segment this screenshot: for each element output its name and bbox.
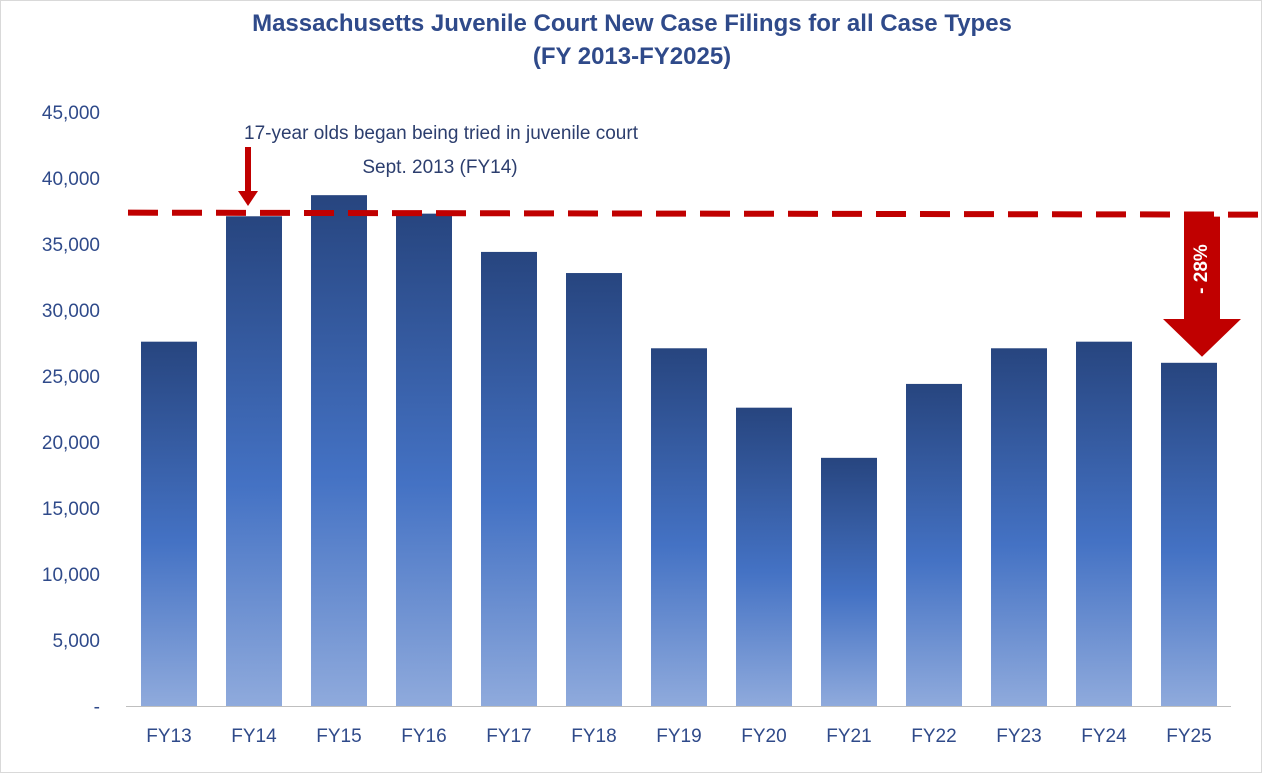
bar-fy18 xyxy=(566,273,622,706)
bar-fy20 xyxy=(736,407,792,706)
annotation-down-arrow xyxy=(238,147,258,206)
x-tick-label: FY15 xyxy=(316,726,361,747)
bar-fy16 xyxy=(396,213,452,706)
y-tick-label: 35,000 xyxy=(42,235,100,256)
y-tick-label: - xyxy=(94,697,100,718)
y-tick-label: 10,000 xyxy=(42,565,100,586)
x-axis: FY13 FY14 FY15 FY16 FY17 FY18 FY19 FY20 FY21 FY22… xyxy=(146,726,1211,747)
x-tick-label: FY16 xyxy=(401,726,446,747)
decline-percent-label: - 28% xyxy=(1191,244,1212,294)
y-tick-label: 30,000 xyxy=(42,301,100,322)
chart-subtitle: (FY 2013-FY2025) xyxy=(532,43,732,70)
y-tick-label: 15,000 xyxy=(42,499,100,520)
bar-fy14 xyxy=(226,216,282,706)
x-tick-label: FY18 xyxy=(571,726,616,747)
x-tick-label: FY14 xyxy=(231,726,277,747)
bar-fy24 xyxy=(1076,341,1132,706)
bar-fy25 xyxy=(1161,362,1217,706)
y-tick-label: 45,000 xyxy=(42,103,100,124)
y-tick-label: 5,000 xyxy=(52,631,100,652)
bars-group xyxy=(141,195,1217,707)
y-tick-label: 25,000 xyxy=(42,367,100,388)
x-tick-label: FY19 xyxy=(656,726,701,747)
bar-fy19 xyxy=(651,348,707,706)
annotation-line-1: 17-year olds began being tried in juveni… xyxy=(244,123,639,144)
y-axis: - 5,000 10,000 15,000 20,000 25,000 30,000 35,0… xyxy=(42,103,100,718)
x-tick-label: FY13 xyxy=(146,726,191,747)
x-tick-label: FY23 xyxy=(996,726,1041,747)
chart-title: Massachusetts Juvenile Court New Case Fi… xyxy=(1,7,1262,73)
x-tick-label: FY17 xyxy=(486,726,531,747)
bar-fy15 xyxy=(311,195,367,706)
x-tick-label: FY20 xyxy=(741,726,786,747)
chart-title-main: Massachusetts Juvenile Court New Case Fi… xyxy=(252,10,1012,37)
reference-dashed-line xyxy=(127,209,1262,218)
x-tick-label: FY25 xyxy=(1166,726,1211,747)
bar-fy21 xyxy=(821,457,877,706)
bar-fy22 xyxy=(906,383,962,706)
x-tick-label: FY22 xyxy=(911,726,956,747)
decline-arrow xyxy=(1163,216,1241,357)
y-tick-label: 20,000 xyxy=(42,433,100,454)
annotation-line-2: Sept. 2013 (FY14) xyxy=(362,157,517,178)
bar-fy17 xyxy=(481,251,537,707)
y-tick-label: 40,000 xyxy=(42,169,100,190)
x-tick-label: FY24 xyxy=(1081,726,1127,747)
x-tick-label: FY21 xyxy=(826,726,871,747)
bar-fy23 xyxy=(991,348,1047,706)
bar-fy13 xyxy=(141,341,197,706)
